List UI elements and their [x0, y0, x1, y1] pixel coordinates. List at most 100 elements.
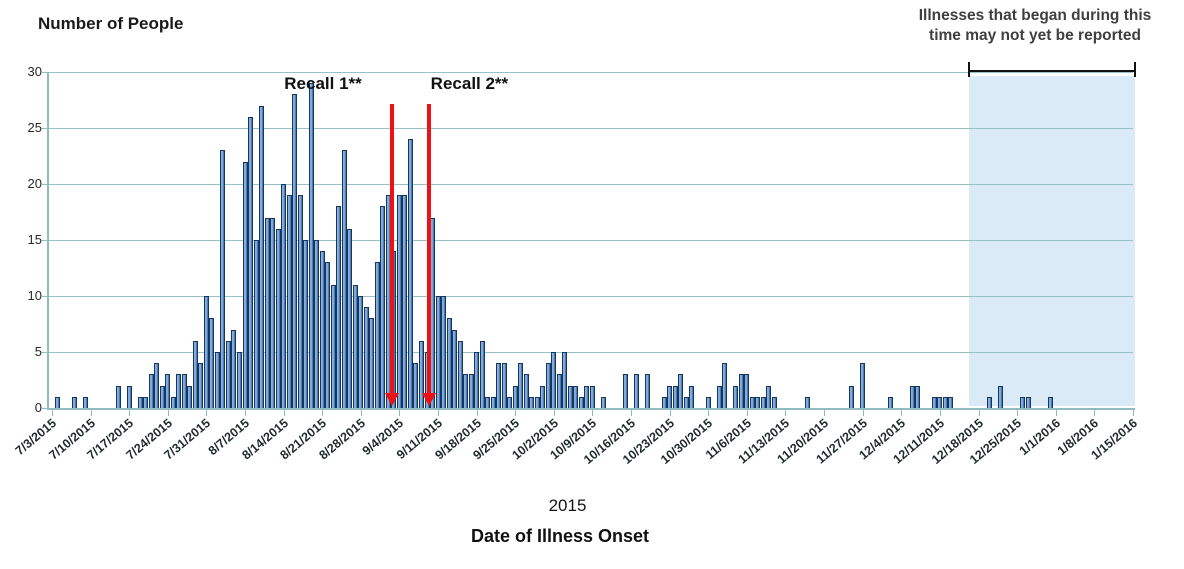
x-tick-mark-22	[901, 410, 903, 416]
x-axis-line	[47, 408, 1135, 410]
bar-day-52	[336, 206, 342, 408]
bar-day-127	[749, 396, 755, 408]
x-tick-mark-7	[322, 410, 324, 416]
bar-day-54	[347, 228, 353, 408]
bar-day-97	[584, 385, 590, 408]
unreported-note-line1: Illnesses that began during this	[918, 7, 1152, 24]
bar-day-31	[220, 150, 226, 408]
x-tick-mark-27	[1094, 410, 1096, 416]
unreported-shaded-region	[968, 76, 1135, 406]
bar-day-145	[849, 385, 855, 408]
x-tick-mark-23	[939, 410, 941, 416]
y-tick-label-15: 15	[27, 232, 42, 247]
bar-day-38	[259, 105, 265, 408]
bar-day-181	[1047, 396, 1053, 408]
gridline-y-5	[48, 352, 1133, 353]
bar-day-126	[744, 374, 750, 408]
unreported-note: Illnesses that began during this time ma…	[890, 6, 1180, 46]
bar-day-131	[771, 396, 777, 408]
bar-day-172	[998, 385, 1004, 408]
gridline-y-15	[48, 240, 1133, 241]
recall-1-line	[390, 104, 395, 394]
bar-day-161	[937, 396, 943, 408]
bar-day-12	[115, 385, 121, 408]
x-tick-mark-4	[206, 410, 208, 416]
bar-day-86	[523, 374, 529, 408]
bar-day-56	[358, 296, 364, 408]
bar-day-64	[402, 195, 408, 408]
bar-day-85	[518, 363, 524, 408]
bar-day-96	[578, 396, 584, 408]
bar-day-43	[286, 195, 292, 408]
bar-day-55	[352, 284, 358, 408]
x-tick-mark-24	[978, 410, 980, 416]
bar-day-63	[396, 195, 402, 408]
bar-day-65	[407, 139, 413, 408]
x-tick-mark-14	[592, 410, 594, 416]
bar-day-25	[187, 385, 193, 408]
x-tick-mark-28	[1132, 410, 1134, 416]
x-tick-mark-25	[1017, 410, 1019, 416]
x-tick-mark-10	[438, 410, 440, 416]
bar-day-128	[755, 396, 761, 408]
bar-day-37	[253, 240, 259, 408]
bar-day-160	[931, 396, 937, 408]
x-tick-mark-1	[90, 410, 92, 416]
bar-day-152	[887, 396, 893, 408]
unreported-bracket	[968, 70, 1135, 72]
bar-day-42	[281, 184, 287, 408]
x-tick-mark-0	[52, 410, 53, 416]
bar-day-69	[430, 217, 436, 408]
bar-day-57	[363, 307, 369, 408]
bar-day-98	[589, 385, 595, 408]
y-tick-label-0: 0	[34, 400, 42, 415]
bar-day-36	[248, 116, 254, 408]
bar-day-34	[237, 352, 242, 408]
bar-day-77	[474, 352, 480, 408]
bar-day-48	[314, 240, 320, 408]
bar-day-83	[507, 396, 513, 408]
bar-day-75	[463, 374, 469, 408]
bar-day-79	[485, 396, 491, 408]
bar-day-130	[766, 385, 772, 408]
recall-2-arrowhead	[421, 393, 436, 406]
bar-day-29	[209, 318, 215, 408]
bar-day-129	[760, 396, 766, 408]
bar-day-21	[165, 374, 171, 408]
bar-day-80	[490, 396, 496, 408]
y-tick-mark-15	[42, 240, 47, 241]
unreported-bracket-left-tick	[967, 62, 970, 77]
recall-1-label: Recall 1**	[284, 74, 362, 93]
y-tick-mark-25	[42, 128, 47, 129]
bar-day-111	[661, 396, 667, 408]
bar-day-72	[446, 318, 452, 408]
bar-day-104	[623, 374, 629, 408]
bar-day-71	[441, 296, 447, 408]
bar-day-87	[529, 396, 535, 408]
x-tick-mark-20	[824, 410, 826, 416]
bar-day-1	[55, 396, 60, 408]
gridline-y-10	[48, 296, 1133, 297]
bar-day-156	[909, 385, 915, 408]
bar-day-157	[915, 385, 921, 408]
bar-day-30	[214, 352, 220, 408]
bar-day-95	[573, 385, 579, 408]
y-tick-label-30: 30	[27, 64, 42, 79]
gridline-y-30	[48, 72, 1133, 73]
bar-day-23	[176, 374, 182, 408]
x-tick-mark-8	[360, 410, 362, 416]
bar-day-41	[275, 228, 281, 408]
bar-day-51	[330, 284, 336, 408]
y-tick-mark-5	[42, 352, 47, 353]
bar-day-53	[341, 150, 347, 408]
y-tick-label-5: 5	[34, 344, 42, 359]
x-tick-mark-3	[167, 410, 169, 416]
x-tick-mark-12	[515, 410, 517, 416]
bar-day-16	[137, 396, 143, 408]
bar-day-24	[181, 374, 187, 408]
y-tick-mark-0	[42, 408, 47, 409]
bar-day-39	[264, 217, 270, 408]
y-tick-label-10: 10	[27, 288, 42, 303]
bar-day-26	[192, 340, 198, 408]
